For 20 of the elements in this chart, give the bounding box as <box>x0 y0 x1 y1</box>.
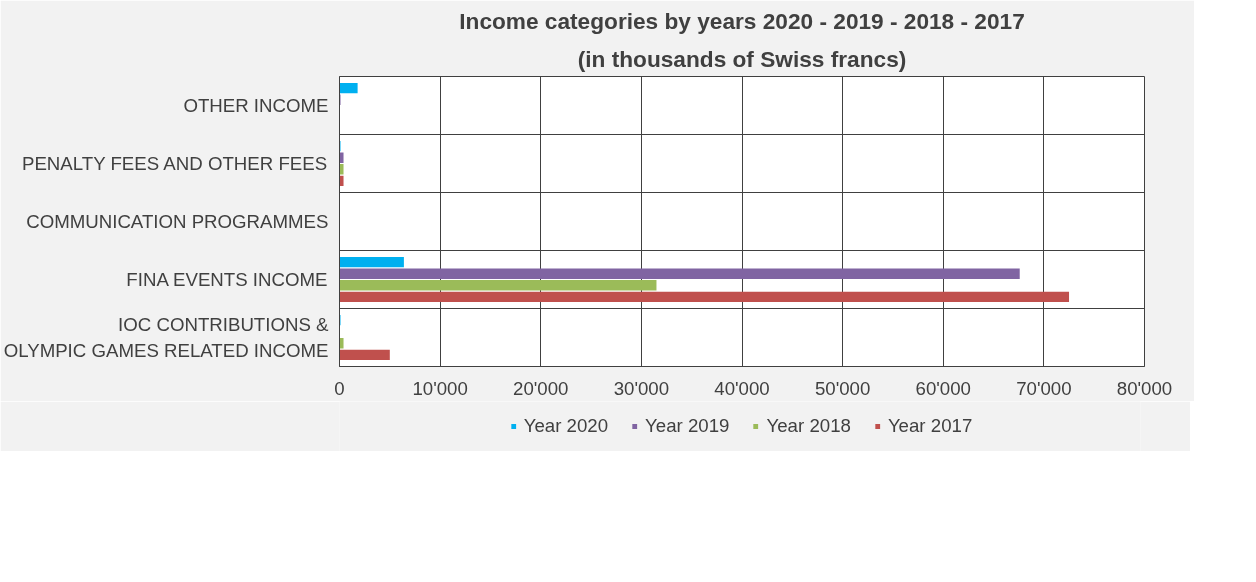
y-tick-label: FINA EVENTS INCOME <box>126 269 328 290</box>
legend-label: Year 2020 <box>523 415 609 437</box>
x-tick-label: 10'000 <box>412 377 468 399</box>
x-tick-label: 60'000 <box>915 377 971 399</box>
x-tick-label: 70'000 <box>1016 377 1072 399</box>
y-tick-label: PENALTY FEES AND OTHER FEES <box>21 153 328 174</box>
x-tick-label: 80'000 <box>1116 377 1173 399</box>
x-tick-label: 0 <box>334 377 345 399</box>
legend-label: Year 2018 <box>766 415 851 437</box>
chart-subtitle: (in thousands of Swiss francs) <box>577 45 907 72</box>
y-tick-label: OTHER INCOME <box>183 95 329 116</box>
legend-label: Year 2019 <box>645 415 730 437</box>
chart-title: Income categories by years 2020 - 2019 - 2018 - 2017 <box>459 7 1025 34</box>
legend-label: Year 2017 <box>887 415 973 437</box>
x-tick-label: 20'000 <box>513 377 569 399</box>
y-tick-label: COMMUNICATION PROGRAMMES <box>26 211 329 232</box>
x-tick-label: 40'000 <box>714 377 770 399</box>
y-tick-label: IOC CONTRIBUTIONS & OLYMPIC GAMES RELATED INCOME <box>3 314 330 361</box>
x-tick-label: 30'000 <box>613 377 670 399</box>
x-tick-label: 50'000 <box>814 377 871 399</box>
